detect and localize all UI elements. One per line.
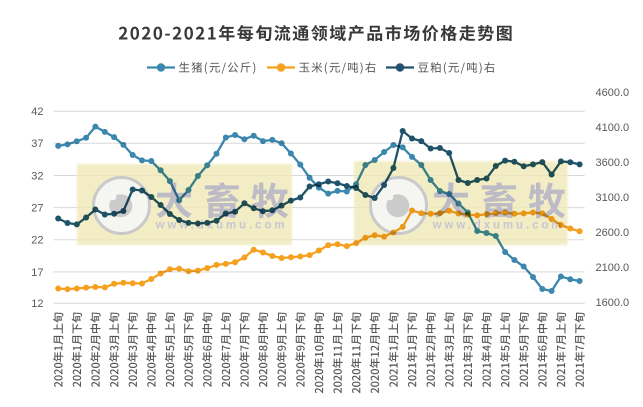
svg-text:42: 42 [31, 106, 43, 118]
svg-text:4600.0: 4600.0 [596, 87, 630, 99]
svg-text:17: 17 [31, 267, 43, 279]
svg-text:1600.0: 1600.0 [596, 297, 630, 309]
svg-text:www.dxumu.com: www.dxumu.com [432, 220, 565, 232]
svg-text:3100.0: 3100.0 [596, 192, 630, 204]
svg-text:12: 12 [31, 298, 43, 310]
svg-text:3600.0: 3600.0 [596, 157, 630, 169]
svg-text:2100.0: 2100.0 [596, 262, 630, 274]
svg-text:22: 22 [31, 235, 43, 247]
svg-text:4100.0: 4100.0 [596, 122, 630, 134]
svg-text:37: 37 [31, 138, 43, 150]
svg-text:32: 32 [31, 170, 43, 182]
svg-text:27: 27 [31, 203, 43, 215]
svg-text:www.dxumu.com: www.dxumu.com [155, 220, 288, 232]
svg-text:2600.0: 2600.0 [596, 227, 630, 239]
